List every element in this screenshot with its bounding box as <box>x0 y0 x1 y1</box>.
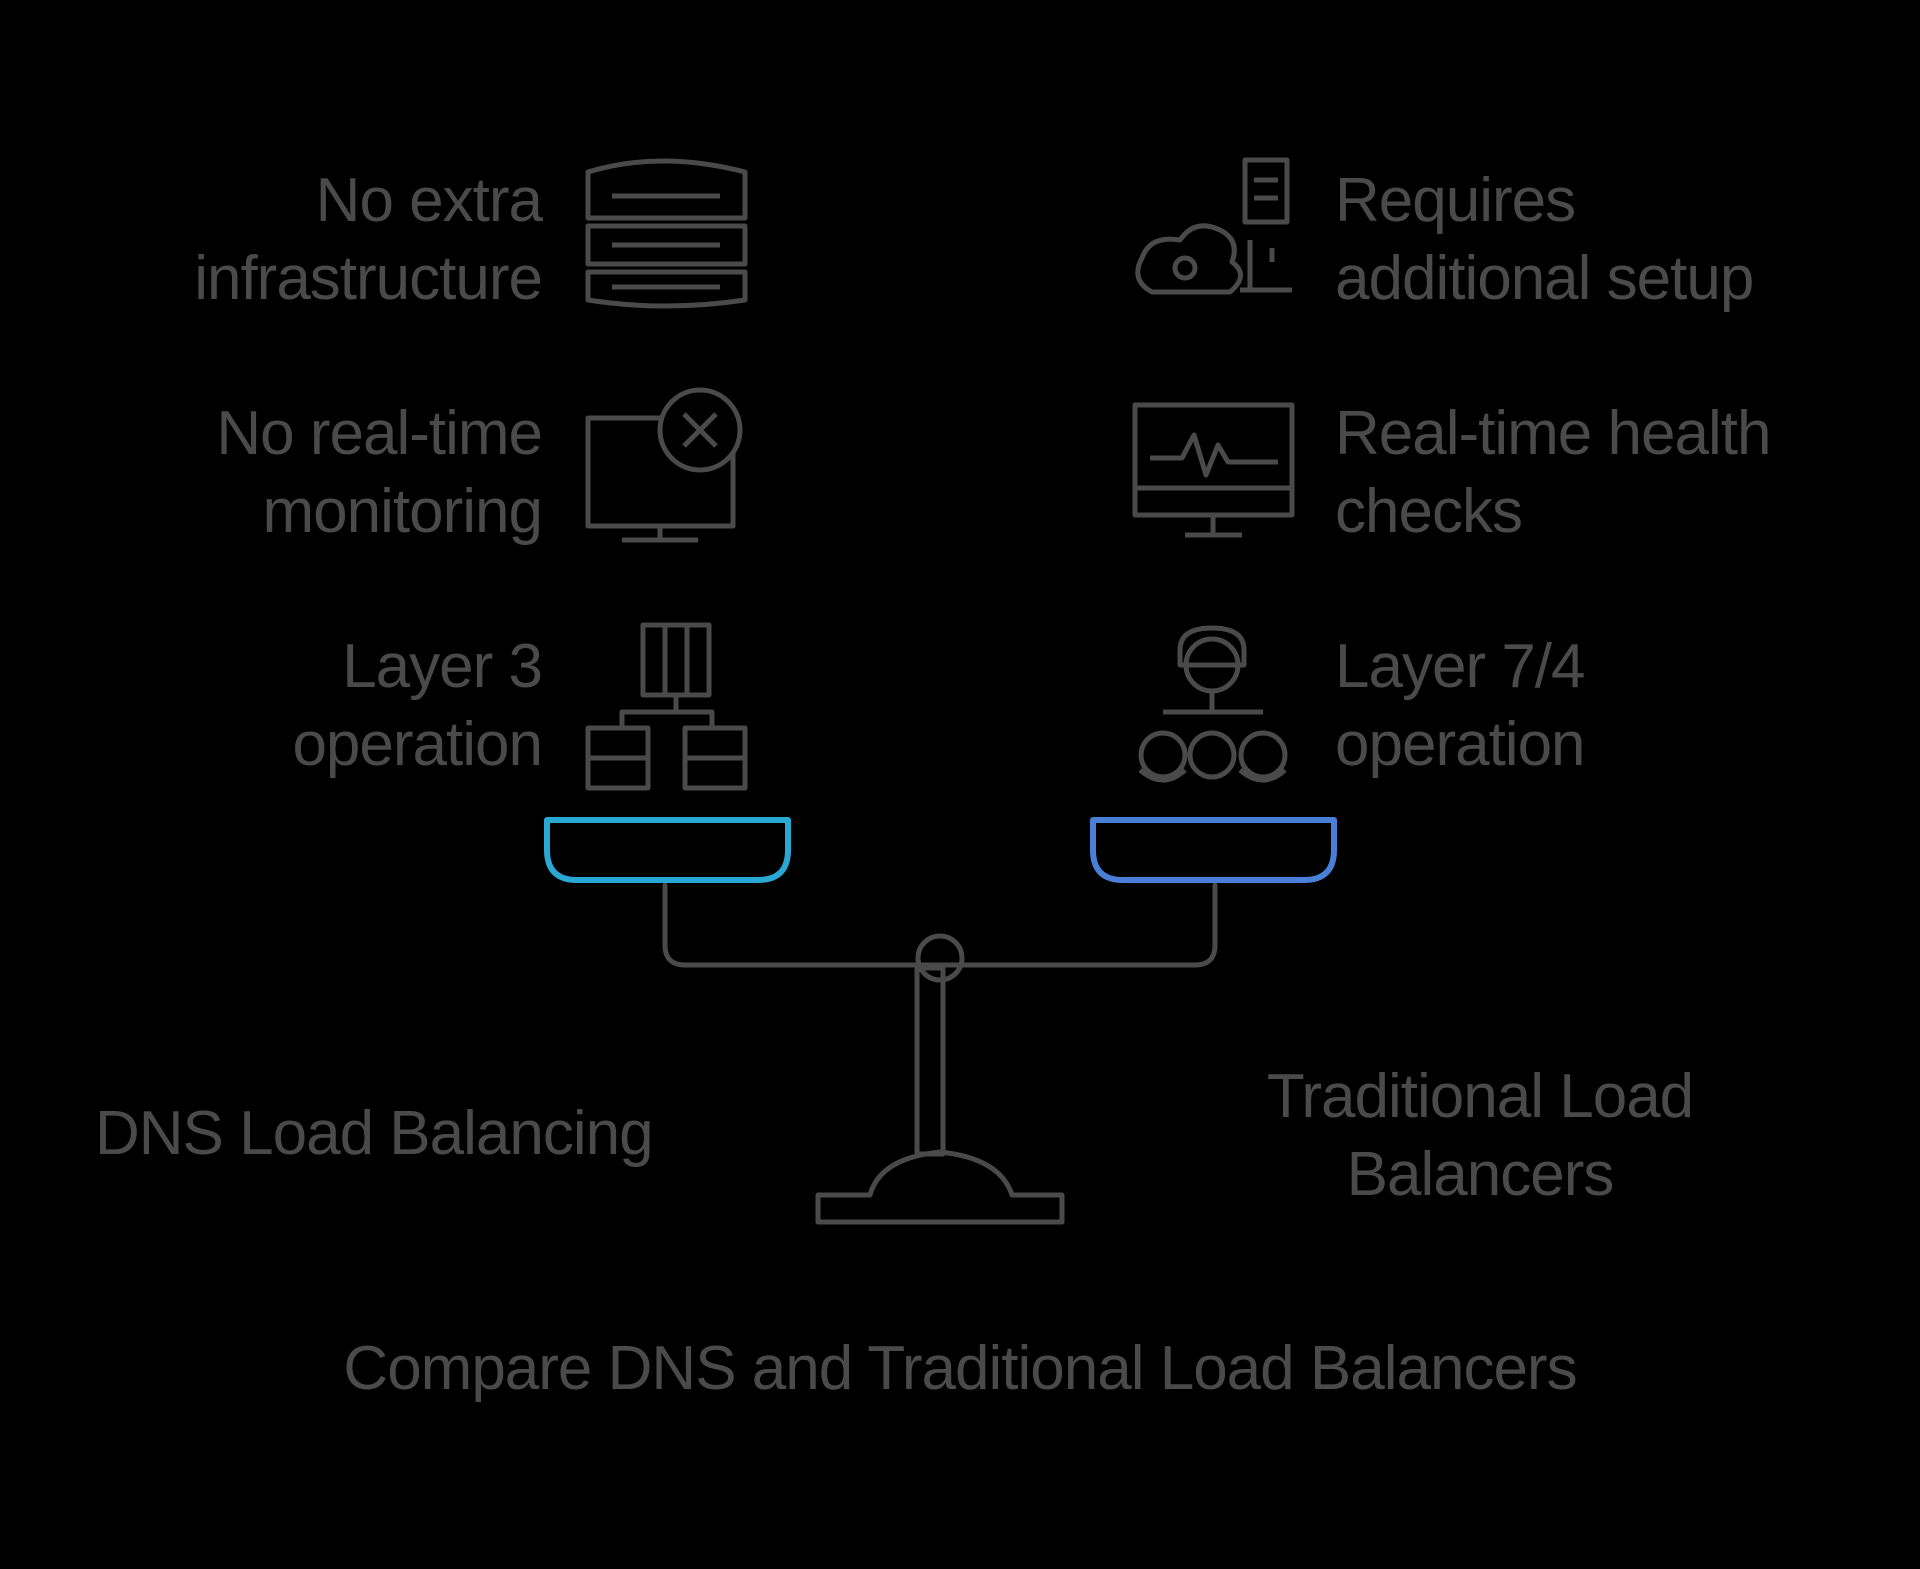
left-pan <box>544 817 791 883</box>
right-item-2-label: Real-time health checks <box>1335 399 1771 546</box>
scale-icon <box>662 882 1218 1225</box>
scale-base <box>815 1149 1065 1225</box>
scale-pivot <box>915 933 965 983</box>
user-network-icon <box>1138 625 1288 783</box>
monitor-x-icon <box>585 387 743 543</box>
right-item-3-label: Layer 7/4 operation <box>1335 632 1586 779</box>
cloud-setup-icon <box>1135 157 1292 295</box>
scale-beam <box>662 882 1218 968</box>
left-side-name: DNS Load Balancing <box>95 1099 654 1168</box>
right-side-name: Traditional Load Balancers <box>1266 1062 1694 1209</box>
left-item-3-label: Layer 3 operation <box>292 632 543 779</box>
left-item-2-label: No real-time monitoring <box>216 399 543 546</box>
right-pan <box>1090 817 1337 883</box>
monitor-heartbeat-icon <box>1132 402 1295 538</box>
diagram-title: Compare DNS and Traditional Load Balance… <box>343 1334 1577 1403</box>
layer3-network-icon <box>585 622 748 791</box>
scale-pillar <box>914 965 946 1157</box>
left-item-1-label: No extra infrastructure <box>194 166 543 313</box>
right-item-1-label: Requires additional setup <box>1335 166 1754 313</box>
server-stack-icon <box>585 158 748 309</box>
